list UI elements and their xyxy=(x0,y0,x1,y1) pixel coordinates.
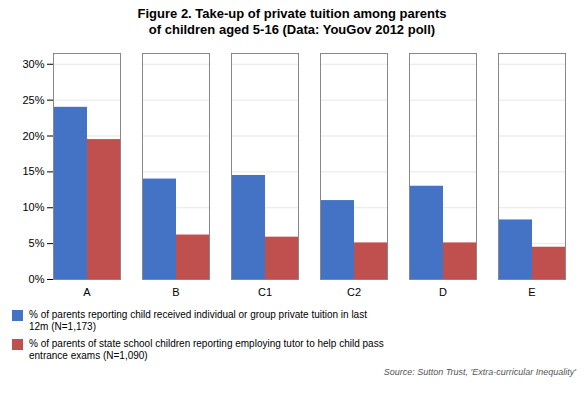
svg-text:25%: 25% xyxy=(22,93,44,105)
svg-text:15%: 15% xyxy=(22,165,44,177)
html-text:Figure 2. Take-up of private t: Figure 2. Take-up of private tuition amo… xyxy=(137,6,447,38)
svg-text:C2: C2 xyxy=(347,286,361,298)
svg-text:A: A xyxy=(83,286,91,298)
svg-text:E: E xyxy=(528,286,535,298)
svg-text:20%: 20% xyxy=(22,129,44,141)
svg-text:D: D xyxy=(439,286,447,298)
html-text:% of parents of state school c: % of parents of state school children re… xyxy=(29,337,384,361)
html-text:Source: Sutton Trust, 'Extra-c: Source: Sutton Trust, 'Extra-curricular … xyxy=(383,366,576,377)
svg-text:0%: 0% xyxy=(29,273,45,285)
svg-text:C1: C1 xyxy=(258,286,272,298)
svg-text:30%: 30% xyxy=(22,57,44,69)
html-text:% of parents reporting child r: % of parents reporting child received in… xyxy=(29,308,367,332)
svg-text:5%: 5% xyxy=(29,237,45,249)
svg-text:10%: 10% xyxy=(22,201,44,213)
svg-text:B: B xyxy=(172,286,179,298)
